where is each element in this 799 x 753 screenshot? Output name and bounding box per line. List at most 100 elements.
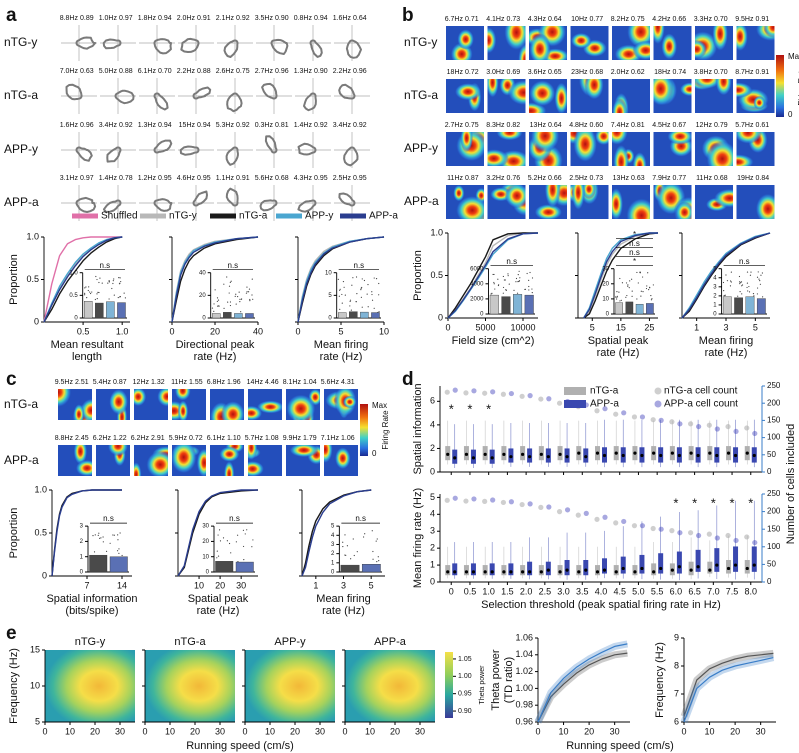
rate-map: [96, 445, 130, 476]
place-field: [666, 132, 692, 145]
cell-score: 0.95: [158, 175, 172, 182]
inset-dot: [356, 293, 358, 295]
cell-score: 0.70: [714, 69, 728, 76]
inset-dot: [373, 307, 375, 309]
rate-map: [487, 185, 526, 219]
cell-count: [639, 414, 646, 420]
cell-score: 0.78: [119, 175, 133, 182]
x-tick-label: 7.5: [726, 586, 739, 596]
place-field: [612, 187, 624, 219]
y2-tick-label: 150: [767, 524, 781, 533]
cell-count: [658, 417, 664, 423]
axis-line: [537, 638, 630, 723]
place-field: [661, 32, 678, 60]
y-tick-label: 2: [713, 293, 717, 299]
inset-dot: [627, 284, 629, 286]
y2-tick-label: 250: [767, 381, 781, 390]
cell-score: 0.82: [507, 122, 521, 129]
inset-dot: [117, 534, 119, 536]
y-tick-label: 2: [430, 443, 435, 453]
median: [752, 563, 756, 567]
cell-count: [744, 425, 750, 431]
cell-score: 0.63: [80, 68, 94, 75]
inset-dot: [502, 292, 504, 294]
cell-count: [482, 498, 488, 504]
curve: [683, 652, 774, 717]
cell-score: 1.04: [303, 379, 317, 386]
median: [726, 566, 731, 571]
polar-plot: [153, 38, 172, 55]
curve: [177, 489, 258, 577]
cell-rate: 3.6Hz: [528, 69, 547, 76]
polar-plot: [75, 146, 93, 162]
row-label: APP-a: [4, 195, 39, 209]
polar-plot: [153, 92, 169, 111]
inset-dot: [217, 299, 220, 301]
inset-dot: [515, 281, 517, 283]
cell-score: 0.73: [507, 16, 521, 23]
y-axis-label: Frequency (Hz): [8, 648, 20, 724]
inset-bar: [215, 561, 234, 573]
median: [633, 570, 637, 574]
cell-score: 0.75: [236, 68, 250, 75]
median: [708, 451, 712, 455]
inset-dot: [741, 293, 743, 295]
y2-tick-label: 200: [767, 398, 781, 407]
cell-score: 0.91: [756, 16, 770, 23]
cell-count: [752, 430, 758, 437]
x-tick-label: 20: [90, 726, 100, 736]
inset-dot: [99, 537, 101, 539]
inset-dot: [117, 296, 119, 299]
inset-dot: [757, 271, 759, 273]
x-tick-label: 0: [295, 326, 300, 336]
y-tick-label: 0: [206, 570, 210, 576]
cell-count: [490, 389, 496, 395]
inset-dot: [626, 294, 628, 297]
cell-score: 0.95: [353, 175, 367, 182]
cell-score: 0.92: [236, 15, 250, 22]
median: [502, 452, 506, 456]
cell-rate: 10Hz: [571, 16, 588, 23]
polar-plot: [153, 139, 173, 154]
legend-label: APP-a: [590, 399, 619, 410]
y-tick-label: 9: [674, 632, 679, 642]
inset-dot: [355, 276, 358, 278]
cell-count: [538, 504, 544, 510]
x-axis-label: Running speed (cm/s): [566, 740, 674, 752]
cell-score: 0.90: [314, 68, 328, 75]
cell-score: 0.97: [119, 15, 133, 22]
cell-score: 0.92: [314, 122, 328, 129]
box: [744, 560, 750, 574]
cell-rate: 5.0Hz: [99, 68, 118, 75]
median: [446, 570, 450, 574]
polar-plot: [65, 83, 83, 101]
inset-dot: [518, 280, 520, 282]
cell-count: [650, 525, 656, 532]
cell-count: [471, 388, 477, 394]
inset-bar: [722, 296, 732, 315]
inset-dot: [645, 287, 648, 290]
y-tick-label: 20: [602, 281, 609, 287]
x-tick-label: 2.5: [539, 586, 552, 596]
rate-map: [487, 132, 526, 166]
polar-plot: [309, 39, 323, 58]
median: [677, 453, 681, 458]
cell-score: 0.79: [714, 122, 728, 129]
y-tick-label: 4: [430, 419, 435, 429]
place-field: [530, 132, 560, 153]
heatmap: [345, 650, 435, 722]
sig-label: n.s: [103, 514, 114, 523]
place-field: [487, 79, 499, 99]
inset-dot: [616, 291, 618, 293]
y2-tick-label: 100: [767, 433, 781, 442]
heatmap: [145, 650, 235, 722]
colorbar-max: Max: [788, 52, 799, 61]
inset-dot: [92, 535, 94, 537]
box: [651, 563, 657, 576]
inset-dot: [531, 288, 533, 290]
cell-rate: 9.5Hz: [735, 16, 754, 23]
inset-dot: [346, 545, 349, 547]
polar-plot: [264, 135, 278, 154]
inset-dot: [86, 296, 88, 299]
